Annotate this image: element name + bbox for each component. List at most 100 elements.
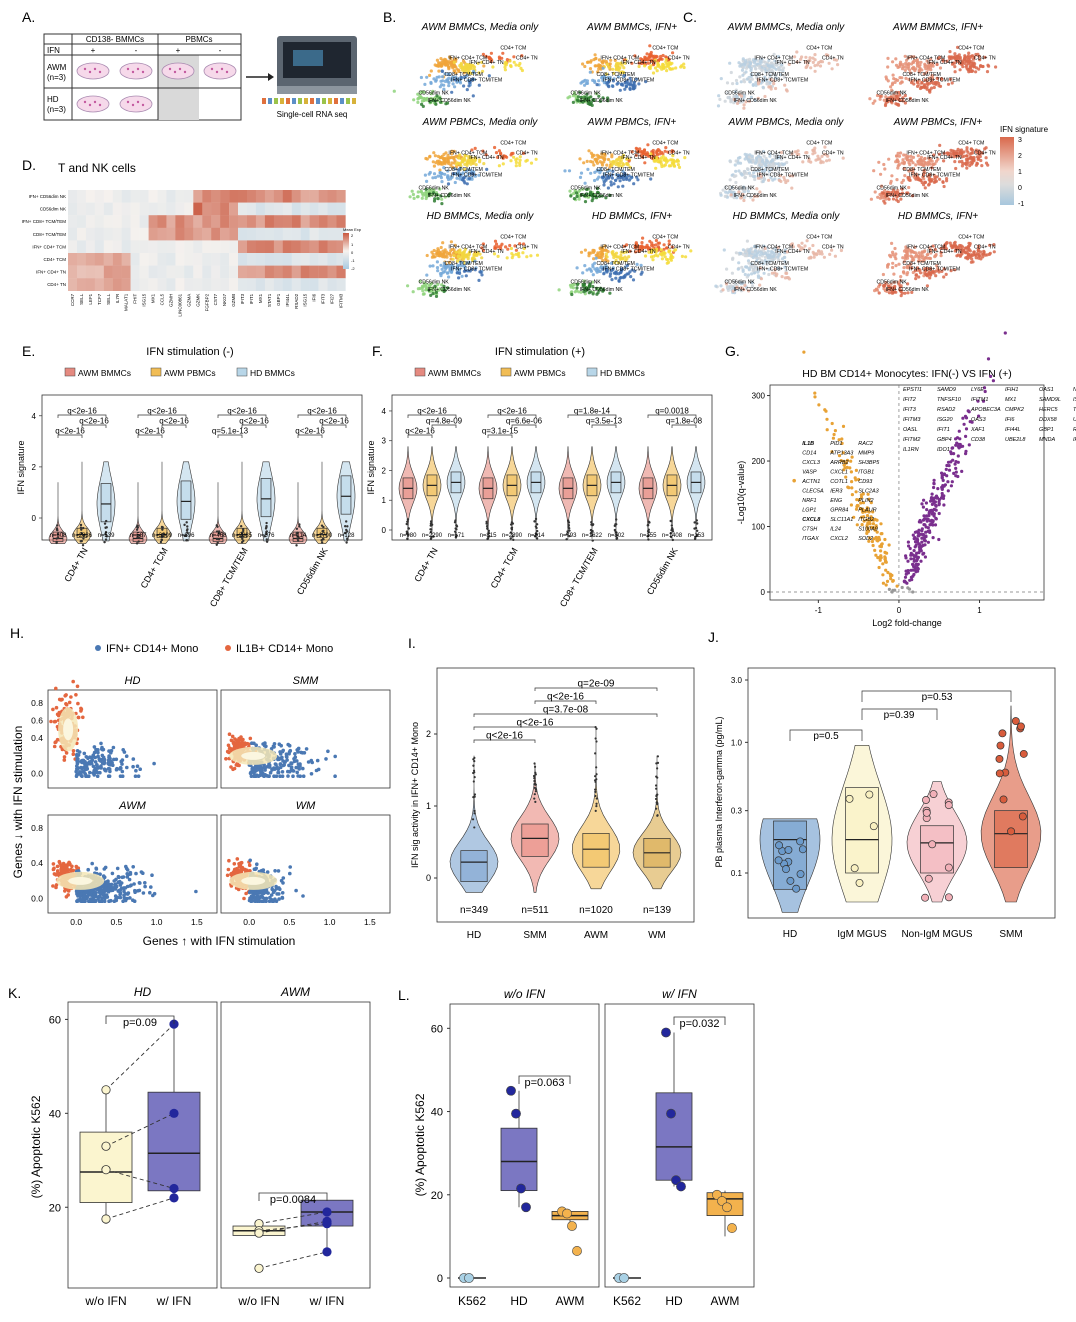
n-count-label: n=468 [210, 533, 228, 539]
umap-cell-point [490, 58, 494, 62]
gene-point [967, 443, 971, 447]
gene-point [921, 518, 926, 522]
umap-cell-point [592, 248, 596, 253]
umap-cell-point [751, 250, 755, 254]
umap-cell-point [777, 67, 781, 71]
heatmap-cell [264, 227, 275, 241]
umap-cell-point [896, 166, 900, 170]
umap-cell-point [445, 60, 449, 64]
heatmap-cell [282, 265, 292, 279]
outlier-point [613, 528, 617, 532]
heatmap-cell [220, 202, 230, 216]
significance-label: q<2e-16 [147, 407, 177, 416]
umap-cell-point [435, 58, 439, 62]
heatmap-cell [255, 278, 266, 291]
umap-cell-point [582, 161, 586, 165]
umap-cell-point [659, 156, 664, 160]
outlier-point [406, 518, 410, 521]
umap-cell-point [471, 64, 475, 68]
outlier-point [345, 541, 348, 544]
outlier-point [510, 521, 514, 524]
umap-cell-point [439, 57, 443, 61]
heatmap-cell [273, 215, 284, 228]
heatmap-cell [112, 215, 122, 228]
significance-label: q<2e-16 [405, 427, 435, 436]
legend-swatch [64, 367, 76, 377]
umap-cell-point [721, 288, 725, 292]
arrowhead-icon [268, 73, 274, 81]
umap-cell-point [741, 57, 745, 61]
umap-cell-point [769, 252, 773, 257]
umap-cell-point [974, 70, 978, 74]
umap-cell-point [949, 244, 953, 248]
cluster-label: IFN+ CD56dim NK [886, 193, 930, 199]
umap-cell-point [893, 255, 897, 259]
gene-point [964, 449, 968, 453]
umap-cell-point [446, 177, 451, 182]
umap-cell-point [595, 177, 600, 181]
gene-point [932, 478, 936, 482]
gene-point [932, 481, 936, 485]
heatmap-cell [282, 253, 292, 266]
heatmap-cell [175, 240, 185, 254]
heatmap-cell [220, 265, 230, 279]
umap-cell-point [421, 104, 425, 108]
heatmap-cell [327, 265, 337, 279]
heatmap-gene-label: FGFBP2 [204, 293, 209, 311]
umap-cell-point [602, 272, 606, 276]
x-category-label: CD4+ TCM [489, 546, 520, 590]
cluster-label: IFN+ CD4+ TN [621, 60, 656, 66]
gene-point [943, 483, 948, 487]
cell-dot [141, 70, 145, 74]
umap-cell-point [714, 284, 718, 288]
gene-point [947, 468, 952, 472]
heatmap-cell [336, 190, 346, 203]
umap-cell-point [726, 95, 730, 100]
heatmap-cell [157, 190, 167, 203]
umap-cell-point [446, 72, 450, 76]
umap-title: AWM BMMCs, Media only [727, 22, 846, 33]
gene-point [823, 408, 827, 412]
heatmap-gene-label: GZMH [168, 294, 173, 307]
gene-label-down: NRF1 [802, 498, 816, 504]
outlier-point [186, 525, 189, 528]
umap-cell-point [583, 248, 588, 252]
umap-cell-point [877, 160, 881, 164]
umap-cell-point [529, 161, 534, 165]
umap-cell-point [611, 253, 615, 257]
umap-cell-point [571, 100, 576, 104]
cluster-label: CD4+ TCM [500, 46, 526, 52]
heatmap-cell [94, 253, 104, 266]
umap-title: HD BMMCs, Media only [733, 211, 841, 222]
cell-point-il1b [69, 695, 73, 699]
umap-cell-point [470, 77, 474, 81]
gene-label-up: MX1 [1005, 397, 1016, 403]
heatmap-row-label: IFN+ CD8+ TCM/TEM [22, 219, 67, 224]
umap-cell-point [631, 83, 636, 87]
heatmap-cell [157, 215, 167, 228]
umap-cell-point [662, 243, 666, 247]
heatmap-cell [300, 253, 310, 266]
read-bar [292, 98, 296, 104]
ifn-sign: - [135, 46, 138, 55]
umap-cell-point [581, 271, 585, 275]
heatmap-cell [94, 265, 104, 279]
umap-cell-point [887, 157, 891, 161]
umap-cell-point [594, 256, 598, 260]
umap-cell-point [793, 150, 797, 154]
umap-cell-point [682, 65, 686, 70]
n-count-label: n=696 [178, 533, 196, 539]
cluster-label: IFN+ CD56dim NK [428, 193, 472, 199]
umap-cell-point [439, 79, 443, 83]
umap-cell-point [445, 63, 450, 67]
umap-cell-point [877, 291, 881, 295]
gene-label-down: IER3 [830, 489, 843, 495]
umap-cell-point [744, 70, 748, 74]
cluster-label: CD56dim NK [877, 90, 908, 96]
gene-label-down: S100A9 [858, 527, 878, 533]
gene-label-up: IFIH1 [1005, 387, 1018, 393]
cell-dot [93, 67, 97, 71]
gene-point [825, 428, 829, 432]
outlier-point [535, 529, 539, 533]
umap-cell-point [755, 62, 759, 66]
